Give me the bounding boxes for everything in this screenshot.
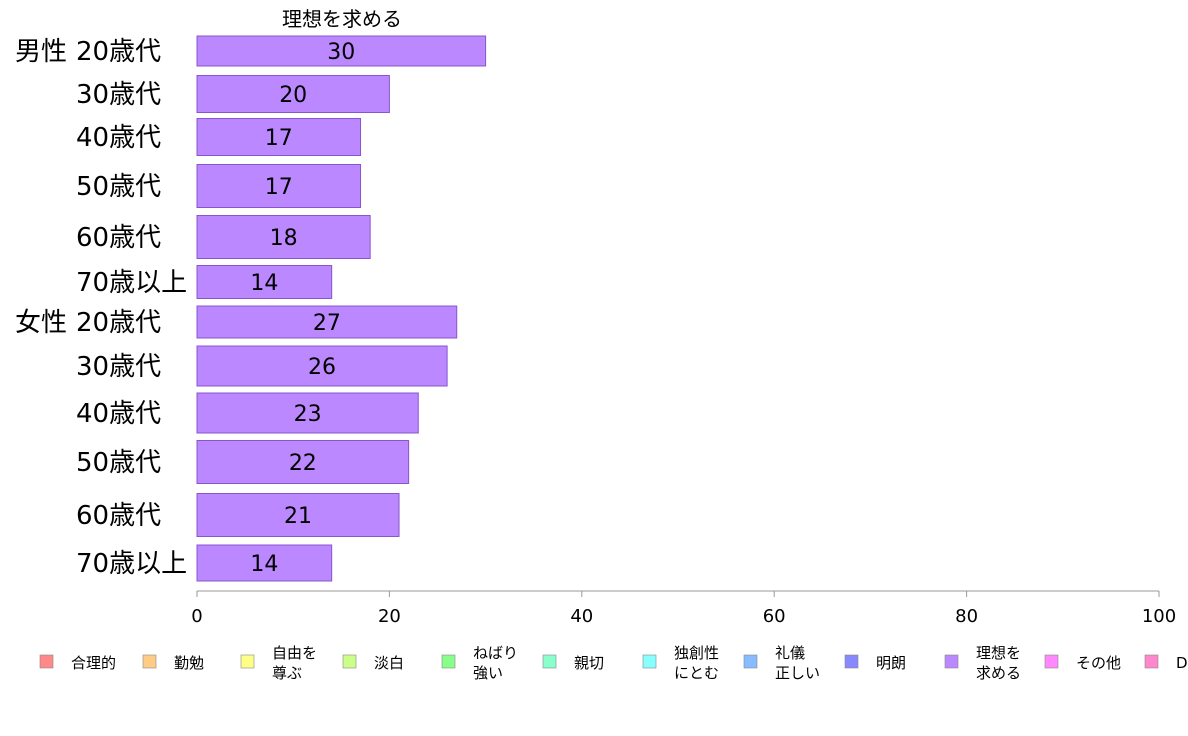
legend: 合理的 勤勉 自由を尊ぶ 淡白 ねばり強い 親切 独創性にとむ 礼儀正しい 明朗 理想を求める その… xyxy=(39,644,1188,682)
legend-label: 明朗 xyxy=(876,654,906,672)
bar xyxy=(196,75,390,113)
bar xyxy=(196,345,448,387)
legend-label: 理想を求める xyxy=(976,644,1021,682)
chart-title: 理想を求める xyxy=(282,7,402,31)
bar-value-label: 14 xyxy=(250,271,278,296)
legend-label: 勤勉 xyxy=(174,654,204,672)
bars-layer: 3020歳代男性2030歳代1740歳代1750歳代1860歳代1470歳以上2… xyxy=(15,35,487,582)
legend-swatch xyxy=(743,654,758,669)
legend-swatch xyxy=(642,654,657,669)
legend-label: ねばり強い xyxy=(473,644,518,682)
legend-swatch xyxy=(1044,654,1059,669)
bar-value-label: 21 xyxy=(284,504,312,529)
legend-label: 親切 xyxy=(574,654,604,672)
category-label: 40歳代 xyxy=(76,399,161,429)
legend-swatch xyxy=(39,654,54,669)
legend-swatch xyxy=(240,654,255,669)
bar-value-label: 30 xyxy=(327,40,355,65)
legend-label: その他 xyxy=(1076,654,1121,672)
bar-value-label: 23 xyxy=(294,402,322,427)
bar xyxy=(196,493,400,537)
legend-label: 合理的 xyxy=(71,654,116,672)
category-label: 70歳以上 xyxy=(76,549,187,579)
category-label: 20歳代 xyxy=(76,37,161,67)
category-label: 30歳代 xyxy=(76,80,161,110)
category-label: 60歳代 xyxy=(76,223,161,253)
bar-value-label: 17 xyxy=(265,126,293,151)
category-label: 40歳代 xyxy=(76,123,161,153)
category-label: 70歳以上 xyxy=(76,268,187,298)
bar xyxy=(196,164,362,208)
bar xyxy=(196,215,371,259)
bar-value-label: 27 xyxy=(313,311,341,336)
category-label: 50歳代 xyxy=(76,448,161,478)
bar xyxy=(196,305,458,339)
legend-label: 自由を尊ぶ xyxy=(272,644,317,682)
legend-swatch xyxy=(441,654,456,669)
bar xyxy=(196,544,333,582)
x-tick-label: 0 xyxy=(191,606,202,627)
bar xyxy=(196,118,362,156)
legend-label: 礼儀正しい xyxy=(775,644,820,682)
bar-value-label: 26 xyxy=(308,355,336,380)
legend-swatch xyxy=(1144,654,1159,669)
legend-swatch xyxy=(342,654,357,669)
x-tick-label: 100 xyxy=(1142,606,1176,627)
bar xyxy=(196,392,419,434)
group-label: 女性 xyxy=(15,308,67,338)
legend-label: D xyxy=(1176,654,1188,672)
legend-swatch xyxy=(542,654,557,669)
x-tick-label: 40 xyxy=(570,606,593,627)
legend-swatch xyxy=(844,654,859,669)
bar-value-label: 17 xyxy=(265,175,293,200)
group-label: 男性 xyxy=(15,37,67,67)
category-label: 30歳代 xyxy=(76,352,161,382)
bar xyxy=(196,35,487,67)
bar-value-label: 22 xyxy=(289,451,317,476)
legend-label: 淡白 xyxy=(374,654,404,672)
bar xyxy=(196,440,410,484)
x-tick-label: 60 xyxy=(763,606,786,627)
legend-swatch xyxy=(142,654,157,669)
category-label: 60歳代 xyxy=(76,501,161,531)
bar xyxy=(196,265,333,299)
bar-value-label: 18 xyxy=(270,226,298,251)
x-tick-label: 80 xyxy=(955,606,978,627)
legend-swatch xyxy=(944,654,959,669)
x-tick-label: 20 xyxy=(378,606,401,627)
bar-value-label: 20 xyxy=(279,83,307,108)
x-axis: 0 20 40 60 80 100 xyxy=(191,590,1176,627)
bar-value-label: 14 xyxy=(250,552,278,577)
legend-label: 独創性にとむ xyxy=(674,644,719,682)
category-label: 20歳代 xyxy=(76,308,161,338)
category-label: 50歳代 xyxy=(76,172,161,202)
